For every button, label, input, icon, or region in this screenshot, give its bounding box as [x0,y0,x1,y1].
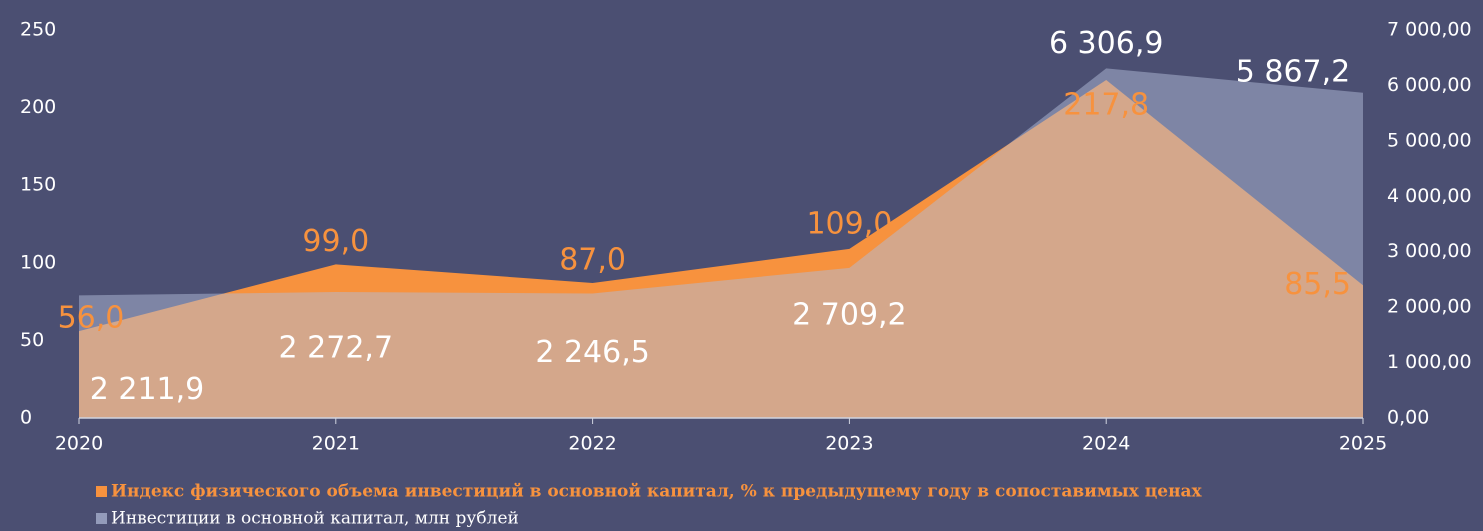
y-tick-label: 250 [20,19,56,41]
y2-tick-label: 2 000,00 [1387,296,1472,318]
data-label: 56,0 [58,301,125,336]
y2-tick-label: 5 000,00 [1387,129,1472,151]
y2-tick-label: 4 000,00 [1387,185,1472,207]
legend-label: Инвестиции в основной капитал, млн рубле… [111,509,519,529]
y2-tick-label: 3 000,00 [1387,240,1472,262]
legend-marker [96,513,107,524]
data-label: 99,0 [302,224,369,259]
x-tick-label: 2021 [312,433,360,455]
data-label: 109,0 [806,206,892,241]
data-label: 2 246,5 [535,335,650,370]
x-tick-label: 2025 [1339,433,1387,455]
data-label: 2 272,7 [279,331,394,366]
y-tick-label: 150 [20,174,56,196]
y-tick-label: 50 [20,329,44,351]
y-tick-label: 100 [20,251,56,273]
area [79,68,1363,418]
legend-marker [96,486,107,497]
data-label: 6 306,9 [1049,26,1164,61]
legend-label: Индекс физического объема инвестиций в о… [111,482,1203,502]
y-tick-label: 200 [20,96,56,118]
data-label: 87,0 [559,242,626,277]
data-label: 5 867,2 [1236,54,1351,89]
y-tick-label: 0 [20,407,32,429]
data-label: 2 709,2 [792,297,907,332]
x-tick-label: 2023 [825,433,873,455]
y2-tick-label: 6 000,00 [1387,74,1472,96]
y2-tick-label: 7 000,00 [1387,19,1472,41]
data-label: 85,5 [1284,267,1351,302]
data-label: 2 211,9 [90,372,205,407]
x-tick-label: 2024 [1082,433,1130,455]
y2-tick-label: 1 000,00 [1387,351,1472,373]
x-tick-label: 2022 [568,433,616,455]
y2-tick-label: 0,00 [1387,407,1429,429]
data-label: 217,8 [1063,87,1149,122]
x-tick-label: 2020 [55,433,103,455]
